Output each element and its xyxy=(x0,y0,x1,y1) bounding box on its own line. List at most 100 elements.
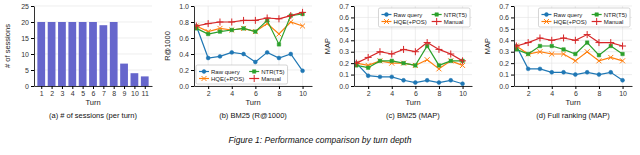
legend-box xyxy=(538,8,630,27)
legend-label: HQE(+POS) xyxy=(393,19,426,25)
x-axis: 246810 xyxy=(355,86,473,97)
series-marker xyxy=(301,69,305,73)
series-marker xyxy=(447,50,454,57)
legend-marker xyxy=(385,13,389,17)
figure: 12345678910110510152025Turn# of sessions… xyxy=(0,0,640,155)
x-axis-title: Turn xyxy=(85,98,100,107)
x-tick-label: 6 xyxy=(574,90,578,97)
y-tick: 0.5 xyxy=(499,26,514,33)
x-tick: 11 xyxy=(142,86,149,97)
series-marker xyxy=(230,28,233,31)
series-marker xyxy=(597,53,600,56)
y-tick: 0.3 xyxy=(339,48,354,55)
x-tick-label: 7 xyxy=(102,90,106,97)
series-marker xyxy=(253,29,258,34)
series-marker xyxy=(449,78,453,82)
series-marker xyxy=(365,54,372,61)
y-tick-mark xyxy=(191,22,194,23)
y-tick: 1.0 xyxy=(179,3,194,10)
bar xyxy=(58,22,66,86)
x-tick: 6 xyxy=(92,86,96,97)
y-tick: 0.0 xyxy=(339,83,354,90)
series-marker xyxy=(621,52,624,55)
x-tick-label: 8 xyxy=(112,90,116,97)
series-marker xyxy=(573,58,578,63)
y-tick-mark xyxy=(511,75,514,76)
series-marker xyxy=(609,70,613,74)
series-marker xyxy=(536,34,543,41)
x-tick: 4 xyxy=(550,86,554,97)
y-tick-label: 0.0 xyxy=(179,83,189,90)
panel-title: (a) # of sessions (per turn) xyxy=(49,111,137,120)
y-tick-mark xyxy=(511,6,514,7)
y-tick-mark xyxy=(191,54,194,55)
panel: 2468100.00.10.20.30.40.50.60.7TurnMAP(c)… xyxy=(323,3,473,120)
x-tick-mark xyxy=(62,86,63,89)
bar xyxy=(37,22,45,86)
x-tick-label: 6 xyxy=(414,90,418,97)
series-line xyxy=(196,12,302,26)
y-tick: 5 xyxy=(25,67,34,74)
legend-entry: NTR(T5) xyxy=(592,12,627,18)
y-grid-line xyxy=(354,40,472,41)
y-grid-line xyxy=(194,54,312,55)
series-marker xyxy=(459,57,466,64)
series-marker xyxy=(241,26,246,31)
series-marker xyxy=(289,52,293,56)
legend-marker xyxy=(435,13,438,16)
bar xyxy=(99,25,107,86)
y-tick: 0.6 xyxy=(499,14,514,21)
series-marker xyxy=(597,73,601,77)
y-tick-label: 0.1 xyxy=(499,71,509,78)
y-tick: 0.1 xyxy=(339,71,354,78)
x-tick-mark xyxy=(134,86,135,89)
y-axis: 0510152025 xyxy=(21,3,34,90)
legend-label: Manual xyxy=(444,19,464,25)
series-marker xyxy=(584,31,591,38)
y-tick-label: 0.6 xyxy=(339,14,349,21)
series-line xyxy=(516,43,622,56)
y-tick-mark xyxy=(511,52,514,53)
y-grid-line xyxy=(194,86,312,87)
series-marker xyxy=(550,44,553,47)
y-axis-line xyxy=(354,7,355,87)
legend: Raw queryHQE(+POS)NTR(T5)Manual xyxy=(378,8,470,27)
series-marker xyxy=(425,78,429,82)
y-tick: 0.7 xyxy=(499,3,514,10)
legend-entry: Raw query xyxy=(541,12,582,18)
series-marker xyxy=(277,56,281,60)
x-tick-label: 3 xyxy=(60,90,64,97)
series-marker xyxy=(560,34,567,41)
y-tick-mark xyxy=(511,63,514,64)
series-marker xyxy=(437,81,441,85)
x-tick-label: 10 xyxy=(131,90,139,97)
x-tick: 2 xyxy=(367,86,371,97)
x-axis: 246810 xyxy=(195,86,313,97)
series-marker xyxy=(574,52,577,55)
series-marker xyxy=(596,58,601,63)
x-tick: 9 xyxy=(123,86,127,97)
x-tick-mark xyxy=(575,86,576,89)
x-tick: 10 xyxy=(619,86,627,97)
x-tick-mark xyxy=(145,86,146,89)
legend-marker xyxy=(202,70,206,74)
x-tick-label: 6 xyxy=(92,90,96,97)
legend-label: Raw query xyxy=(211,69,240,75)
x-tick: 10 xyxy=(299,86,307,97)
x-tick-label: 4 xyxy=(71,90,75,97)
y-tick-mark xyxy=(351,63,354,64)
x-tick-mark xyxy=(463,86,464,89)
y-tick: 0.8 xyxy=(179,19,194,26)
x-tick-mark xyxy=(83,86,84,89)
series-marker xyxy=(218,30,221,33)
bar xyxy=(141,76,149,86)
y-grid-line xyxy=(34,6,152,7)
x-tick-label: 2 xyxy=(50,90,54,97)
x-tick: 4 xyxy=(71,86,75,97)
series-marker xyxy=(242,27,245,30)
y-tick: 0.7 xyxy=(339,3,354,10)
y-axis-line xyxy=(514,7,515,87)
series-marker xyxy=(562,48,565,51)
y-tick-label: 1.0 xyxy=(179,3,189,10)
legend-marker xyxy=(593,18,600,25)
